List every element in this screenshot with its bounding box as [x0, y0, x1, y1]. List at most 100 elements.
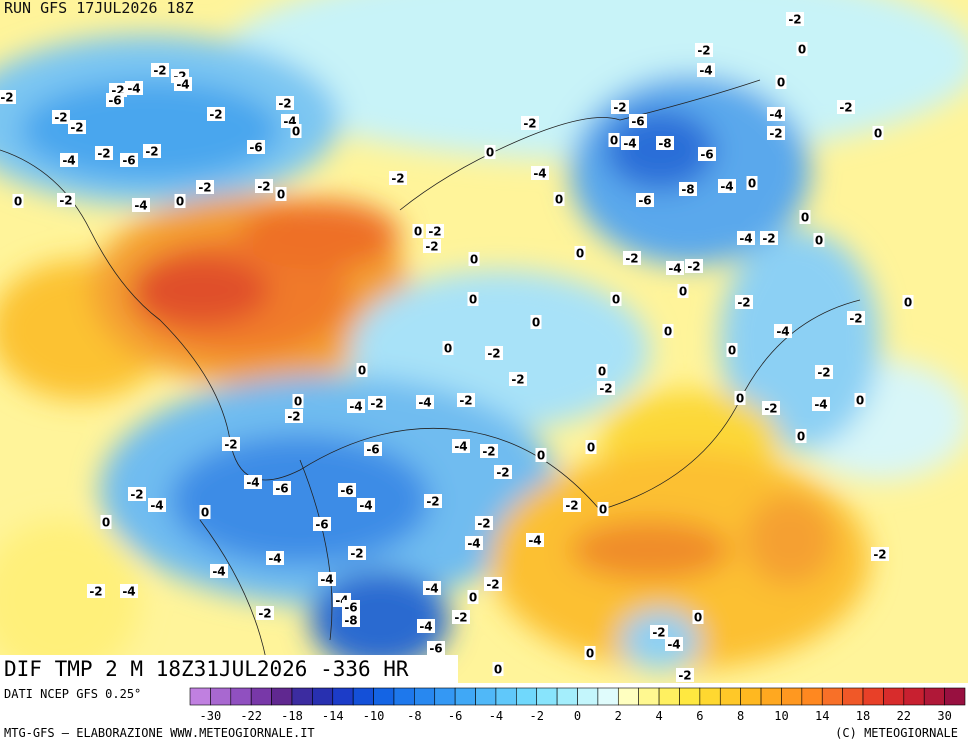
contour-label: -8 [681, 183, 694, 197]
label-box [902, 295, 914, 309]
label-box [207, 107, 225, 121]
label-box [530, 315, 542, 329]
label-box [151, 63, 169, 77]
colorbar-label: 2 [615, 709, 622, 723]
contour-label: 0 [777, 76, 785, 90]
contour-label: 0 [532, 316, 540, 330]
label-box [199, 505, 211, 519]
contour-label: -4 [533, 167, 546, 181]
contour-label: -2 [873, 548, 886, 562]
label-box [266, 551, 284, 565]
label-box [774, 324, 792, 338]
label-box [746, 176, 758, 190]
label-box [52, 110, 70, 124]
contour-label: -2 [89, 585, 102, 599]
colorbar-swatch [475, 687, 497, 706]
label-box [338, 483, 356, 497]
label-box [692, 610, 704, 624]
colorbar-swatch [352, 687, 374, 706]
label-box [106, 93, 124, 107]
contour-label: 0 [576, 247, 584, 261]
contour-label: 0 [736, 392, 744, 406]
contour-label: -2 [224, 438, 237, 452]
contour-label: -4 [122, 585, 135, 599]
colorbar-swatch [454, 687, 476, 706]
contour-label: -4 [359, 499, 372, 513]
label-box [676, 668, 694, 682]
contour-label: 0 [586, 647, 594, 661]
colorbar-swatch [230, 687, 252, 706]
colorbar-label: 18 [856, 709, 870, 723]
contour-label: -4 [623, 137, 636, 151]
colorbar-swatch [516, 687, 538, 706]
contour-label: -4 [246, 476, 259, 490]
contour-label: -2 [258, 607, 271, 621]
label-box [815, 365, 833, 379]
contour-label: 0 [694, 611, 702, 625]
label-box [608, 133, 620, 147]
label-box [775, 75, 787, 89]
colorbar-swatch [842, 687, 864, 706]
contour-label: -6 [344, 601, 357, 615]
label-box [597, 381, 615, 395]
label-box [222, 437, 240, 451]
label-box [210, 564, 228, 578]
label-box [364, 442, 382, 456]
colorbar-swatch [556, 687, 578, 706]
label-box [412, 224, 424, 238]
colorbar-swatch [719, 687, 741, 706]
label-box [584, 646, 596, 660]
contour-label: -8 [344, 614, 357, 628]
contour-label: -4 [668, 262, 681, 276]
contour-label: -2 [511, 373, 524, 387]
contour-label: 0 [874, 127, 882, 141]
label-box [799, 210, 811, 224]
contour-label: 0 [801, 211, 809, 225]
label-box [563, 498, 581, 512]
colorbar-label: -8 [407, 709, 421, 723]
contour-label: 0 [470, 253, 478, 267]
colorbar-swatch [923, 687, 945, 706]
colorbar-swatch [903, 687, 925, 706]
contour-label: -2 [839, 101, 852, 115]
contour-label: 0 [358, 364, 366, 378]
colorbar-label: -6 [448, 709, 462, 723]
contour-label: 0 [469, 591, 477, 605]
colorbar-label: 6 [696, 709, 703, 723]
label-box [368, 396, 386, 410]
label-box [423, 239, 441, 253]
contour-label: 0 [277, 188, 285, 202]
label-box [521, 116, 539, 130]
label-box [597, 502, 609, 516]
label-box [665, 637, 683, 651]
colorbar-swatch [862, 687, 884, 706]
label-box [650, 625, 668, 639]
label-box [465, 536, 483, 550]
contour-label: -2 [370, 397, 383, 411]
label-box [871, 547, 889, 561]
label-box [596, 364, 608, 378]
label-box [854, 393, 866, 407]
label-box [87, 584, 105, 598]
label-box [467, 590, 479, 604]
contour-label: -8 [658, 137, 671, 151]
label-box [424, 494, 442, 508]
label-box [697, 63, 715, 77]
label-box [610, 292, 622, 306]
contour-label: 0 [555, 193, 563, 207]
contour-label: 0 [444, 342, 452, 356]
contour-label: -4 [739, 232, 752, 246]
label-box [526, 533, 544, 547]
colorbar-swatch [271, 687, 293, 706]
label-box [313, 517, 331, 531]
label-box [796, 42, 808, 56]
contour-label: 0 [610, 134, 618, 148]
label-box [417, 619, 435, 633]
contour-label: -2 [652, 626, 665, 640]
label-box [611, 100, 629, 114]
contour-label: -6 [249, 141, 262, 155]
contour-label: 0 [856, 394, 864, 408]
label-box [347, 399, 365, 413]
contour-label: -4 [418, 396, 431, 410]
